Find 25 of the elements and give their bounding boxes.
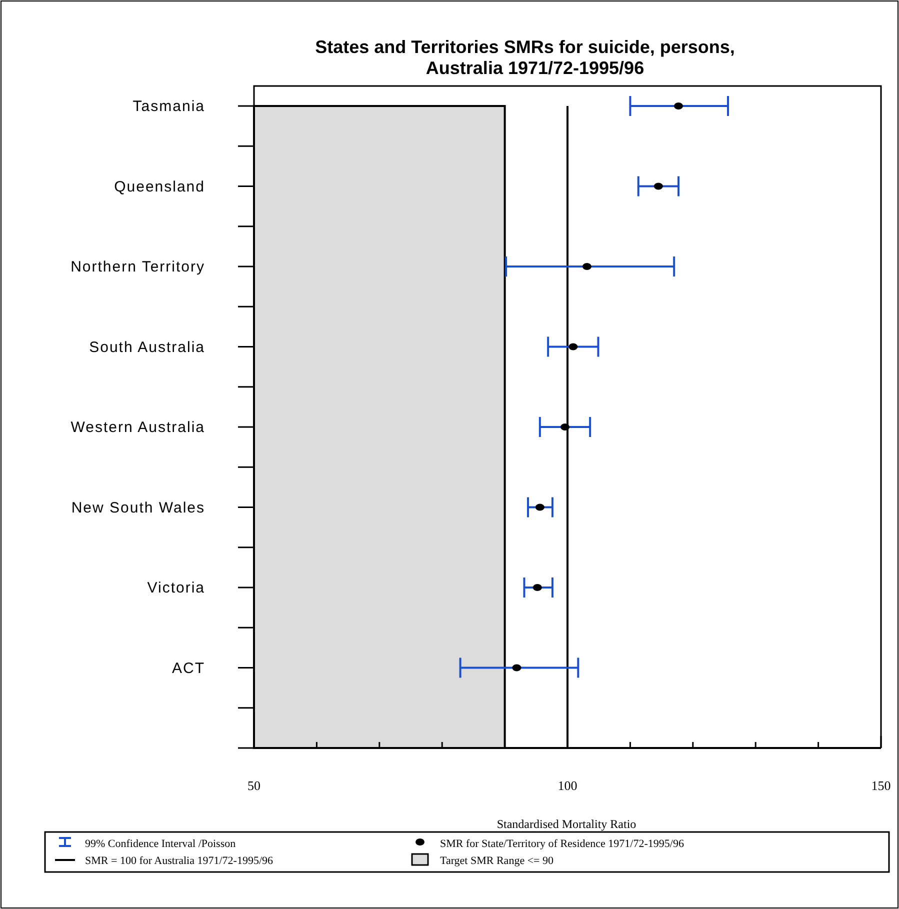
text: 99% Confidence Interval /Poisson [85,838,236,850]
point [582,263,592,270]
point [560,424,570,430]
y-tick-label: South Australia [89,338,205,356]
chart-title: States and Territories SMRs for suicide, persons, Australia 1971/72-1995/96 [315,37,735,78]
point [512,664,522,672]
y-tick-label: New South Wales [71,499,205,516]
y-tick-label: ACT [172,660,205,677]
y-tick-label: Victoria [147,580,205,596]
y-tick-label: Western Australia [70,419,205,436]
point [535,504,544,511]
y-tick-label: Tasmania [132,98,205,115]
point [674,102,683,110]
y-tick-label: Queensland [114,178,205,196]
legend-label: Target SMR Range <= 90 [440,855,554,867]
x-tick-label: 150 [871,778,891,793]
legend-label: SMR = 100 for Australia 1971/72-1995/96 [85,855,274,867]
point [568,343,578,350]
x-tick-label: 100 [558,778,578,793]
point [532,584,542,591]
point [654,182,663,190]
y-tick-label: Northern Territory [70,258,205,276]
legend-label: SMR for State/Territory of Residence 1971/72-1995/96 [440,838,684,850]
x-tick-label: 50 [248,778,260,793]
x-axis-title: Standardised Mortality Ratio [496,817,636,831]
